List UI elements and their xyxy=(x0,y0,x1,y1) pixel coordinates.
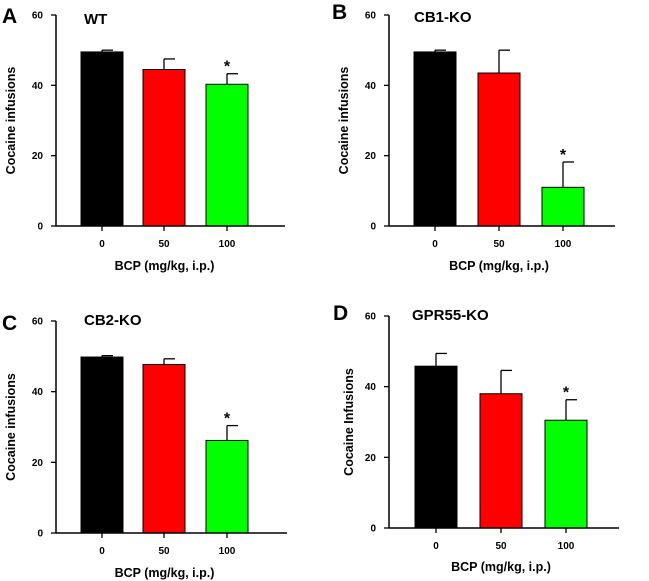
significance-marker: * xyxy=(560,147,567,164)
y-tick-label: 40 xyxy=(365,81,377,92)
y-tick-label: 20 xyxy=(32,151,44,162)
bar-100 xyxy=(541,186,585,227)
x-tick-label: 100 xyxy=(558,541,575,552)
x-tick-label: 100 xyxy=(219,546,236,557)
bar-100 xyxy=(205,439,249,534)
y-axis-label: Cocaine infusions xyxy=(4,373,18,481)
x-tick-label: 0 xyxy=(99,546,105,557)
y-tick-label: 40 xyxy=(32,81,44,92)
x-tick-label: 50 xyxy=(495,541,507,552)
y-tick-label: 0 xyxy=(37,529,43,540)
bar-50 xyxy=(479,393,523,529)
bar-100 xyxy=(205,83,249,227)
x-tick-label: 100 xyxy=(555,239,572,250)
y-tick-label: 60 xyxy=(32,11,44,22)
significance-marker: * xyxy=(224,59,231,76)
y-tick-label: 0 xyxy=(37,222,43,233)
y-tick-label: 60 xyxy=(32,317,44,328)
bar-50 xyxy=(142,69,186,227)
bar-0 xyxy=(80,356,124,534)
y-tick-label: 20 xyxy=(365,453,377,464)
y-tick-label: 60 xyxy=(365,312,377,323)
panel-letter: C xyxy=(2,312,17,335)
bar-0 xyxy=(413,51,457,227)
x-tick-label: 100 xyxy=(219,239,236,250)
y-tick-label: 0 xyxy=(370,524,376,535)
y-axis-label: Cocaine infusions xyxy=(4,67,18,175)
panel-d: D GPR55-KO 0 50 * 100 0 20 40 60 BCP (mg/kg, i.p.)… xyxy=(333,302,619,574)
y-tick-label: 20 xyxy=(365,151,377,162)
x-tick-label: 0 xyxy=(432,239,438,250)
significance-marker: * xyxy=(224,411,231,428)
panel-c: C CB2-KO 0 50 * 100 0 20 40 60 BCP (mg/kg, i.p.) Co… xyxy=(2,312,287,580)
significance-marker: * xyxy=(563,385,570,402)
x-tick-label: 50 xyxy=(158,546,170,557)
y-tick-label: 60 xyxy=(365,11,377,22)
y-tick-label: 0 xyxy=(370,222,376,233)
panel-letter: B xyxy=(332,1,347,24)
panel-title: GPR55-KO xyxy=(412,307,489,324)
panel-letter: A xyxy=(2,5,17,28)
y-tick-label: 40 xyxy=(365,382,377,393)
x-tick-label: 0 xyxy=(433,541,439,552)
y-tick-label: 20 xyxy=(32,458,44,469)
bar-100 xyxy=(544,419,588,529)
panel-a: A WT 0 50 * 100 0 20 40 60 BCP (mg/kg, i.p.) Cocain… xyxy=(2,5,285,273)
x-axis-label: BCP (mg/kg, i.p.) xyxy=(449,259,549,273)
panel-b: B CB1-KO 0 50 * 100 0 20 40 60 BCP (mg/kg, i.p.) Co… xyxy=(332,1,615,273)
x-axis-label: BCP (mg/kg, i.p.) xyxy=(451,560,551,574)
x-tick-label: 50 xyxy=(158,239,170,250)
y-axis-label: Cocaine infusions xyxy=(337,67,351,175)
bar-50 xyxy=(142,363,186,534)
x-tick-label: 0 xyxy=(99,239,105,250)
y-tick-label: 40 xyxy=(32,387,44,398)
x-axis-label: BCP (mg/kg, i.p.) xyxy=(115,259,215,273)
panel-title: CB1-KO xyxy=(414,9,472,26)
y-axis-label: Cocaine Infusions xyxy=(342,368,356,476)
panel-title: CB2-KO xyxy=(84,312,142,329)
bar-0 xyxy=(414,365,458,529)
bar-0 xyxy=(80,51,124,227)
x-tick-label: 50 xyxy=(493,239,505,250)
x-axis-label: BCP (mg/kg, i.p.) xyxy=(115,566,215,580)
bar-50 xyxy=(477,72,521,227)
panel-letter: D xyxy=(333,302,348,325)
panel-title: WT xyxy=(84,11,107,28)
